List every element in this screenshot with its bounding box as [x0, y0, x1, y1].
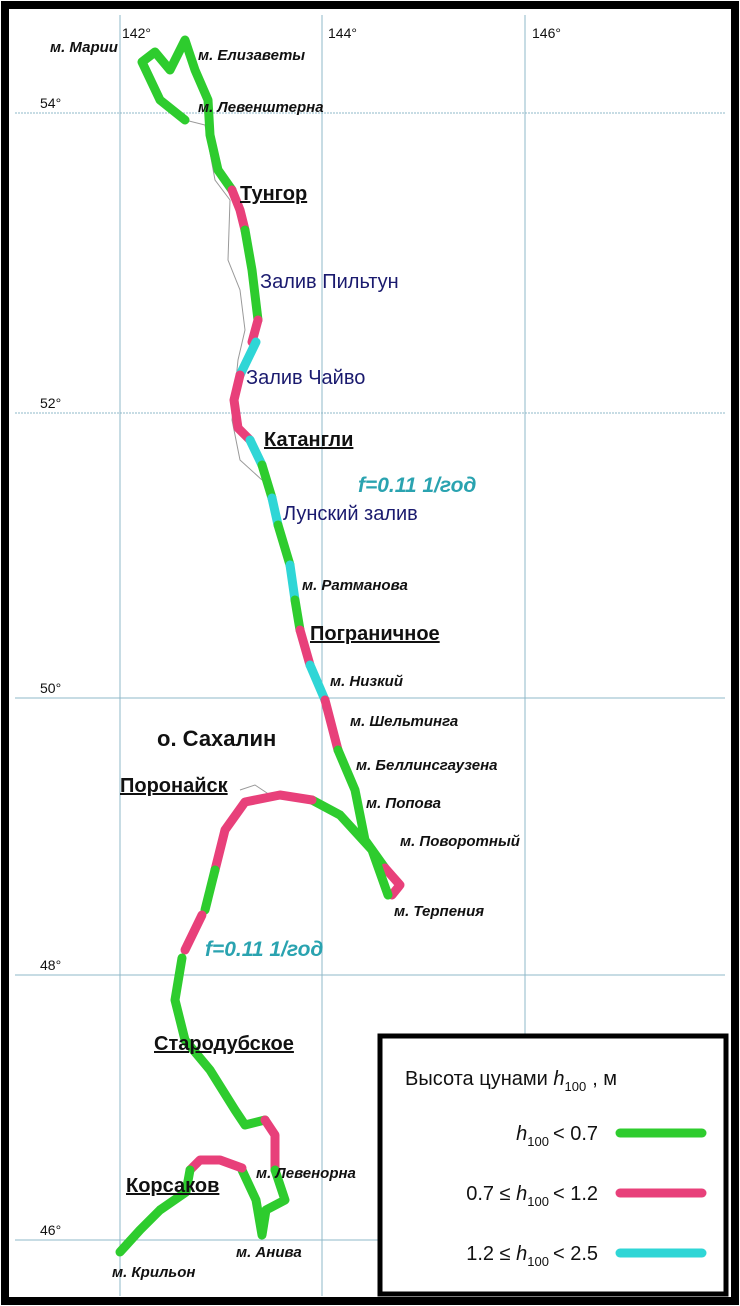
latitude-label: 46°: [40, 1222, 61, 1238]
cape-label: м. Левенорна: [256, 1165, 356, 1182]
coast-segment: [260, 1115, 280, 1175]
bay-label: Залив Чайво: [246, 367, 365, 389]
coast-segment: [290, 595, 305, 635]
legend-subscript: 100: [527, 1134, 549, 1149]
legend-label: 1.2 ≤ h100 < 2.5: [466, 1243, 598, 1269]
coast-segment: [295, 625, 315, 670]
town-label: Катангли: [264, 429, 353, 451]
legend-prefix: 1.2 ≤: [466, 1243, 510, 1265]
cape-label: м. Ратманова: [302, 577, 408, 594]
coast-segment: [237, 1165, 290, 1240]
coast-segment: [320, 695, 343, 755]
legend-label: h100 < 0.7: [516, 1123, 598, 1149]
cape-label: м. Шельтинга: [350, 713, 458, 730]
coast-segment: [273, 520, 295, 570]
town-label: Тунгор: [240, 183, 307, 205]
cape-label: м. Беллинсгаузена: [356, 757, 497, 774]
coast-segment: [267, 493, 283, 530]
legend-title-subscript: 100: [564, 1079, 586, 1094]
coast-segment: [235, 337, 261, 380]
cape-label: м. Анива: [236, 1244, 302, 1261]
cape-label: м. Терпения: [394, 903, 484, 920]
legend-suffix: < 0.7: [553, 1123, 598, 1145]
cape-label: м. Попова: [366, 795, 441, 812]
legend-subscript: 100: [527, 1254, 549, 1269]
town-label: Стародубское: [154, 1033, 294, 1055]
graticule: [15, 15, 725, 1296]
latitude-label: 48°: [40, 957, 61, 973]
town-label: Пограничное: [310, 623, 440, 645]
coastline: [115, 35, 405, 1257]
coast-segment: [257, 460, 277, 503]
longitude-label: 146°: [532, 25, 561, 41]
latitude-label: 52°: [40, 395, 61, 411]
frequency-note: f=0.11 1/год: [205, 938, 323, 961]
legend: Высота цунами h100, м h100 < 0.70.7 ≤ h10…: [377, 1033, 729, 1297]
town-label: Поронайск: [120, 775, 229, 797]
town-label: Корсаков: [126, 1175, 219, 1197]
coast-segment: [200, 865, 220, 915]
coast-segment: [115, 1165, 195, 1257]
legend-title-symbol: h: [553, 1068, 564, 1090]
legend-suffix: < 2.5: [553, 1243, 598, 1265]
cape-label: м. Елизаветы: [198, 47, 305, 64]
coast-segment: [307, 795, 393, 900]
cape-label: м. Низкий: [330, 673, 403, 690]
legend-prefix: 0.7 ≤: [466, 1183, 510, 1205]
coast-segment: [210, 790, 317, 875]
legend-suffix: < 1.2: [553, 1183, 598, 1205]
cape-label: м. Поворотный: [400, 833, 520, 850]
coast-segment: [137, 35, 237, 195]
legend-symbol: h: [516, 1123, 527, 1145]
legend-symbol: h: [516, 1243, 527, 1265]
coast-segment: [245, 435, 267, 470]
frequency-note: f=0.11 1/год: [358, 474, 476, 497]
legend-title: Высота цунами h100 , м: [405, 1068, 617, 1094]
bay-label: Залив Пильтун: [260, 271, 399, 293]
coast-segment: [229, 370, 255, 445]
coast-segment: [380, 863, 405, 900]
latitude-label: 50°: [40, 680, 61, 696]
longitude-label: 144°: [328, 25, 357, 41]
legend-subscript: 100: [527, 1194, 549, 1209]
coast-outline: [239, 784, 271, 796]
legend-title-suffix: , м: [592, 1068, 617, 1090]
coast-segment: [180, 910, 207, 955]
cape-label: м. Левенштерна: [198, 99, 324, 116]
legend-label: 0.7 ≤ h100 < 1.2: [466, 1183, 598, 1209]
cape-label: м. Крильон: [112, 1264, 195, 1281]
legend-symbol: h: [516, 1183, 527, 1205]
bay-label: Лунский залив: [283, 503, 418, 525]
legend-title-prefix: Высота цунами: [405, 1068, 548, 1090]
coast-segment: [170, 953, 270, 1130]
coast-segment: [227, 185, 250, 235]
latitude-label: 54°: [40, 95, 61, 111]
coast-segment: [247, 315, 263, 347]
coast-segment: [285, 560, 300, 605]
coast-segment: [240, 225, 263, 325]
coast-segment: [185, 1155, 247, 1175]
coast-segment: [305, 660, 330, 705]
island-label: о. Сахалин: [157, 726, 276, 751]
longitude-label: 142°: [122, 25, 151, 41]
cape-label: м. Марии: [50, 39, 118, 56]
